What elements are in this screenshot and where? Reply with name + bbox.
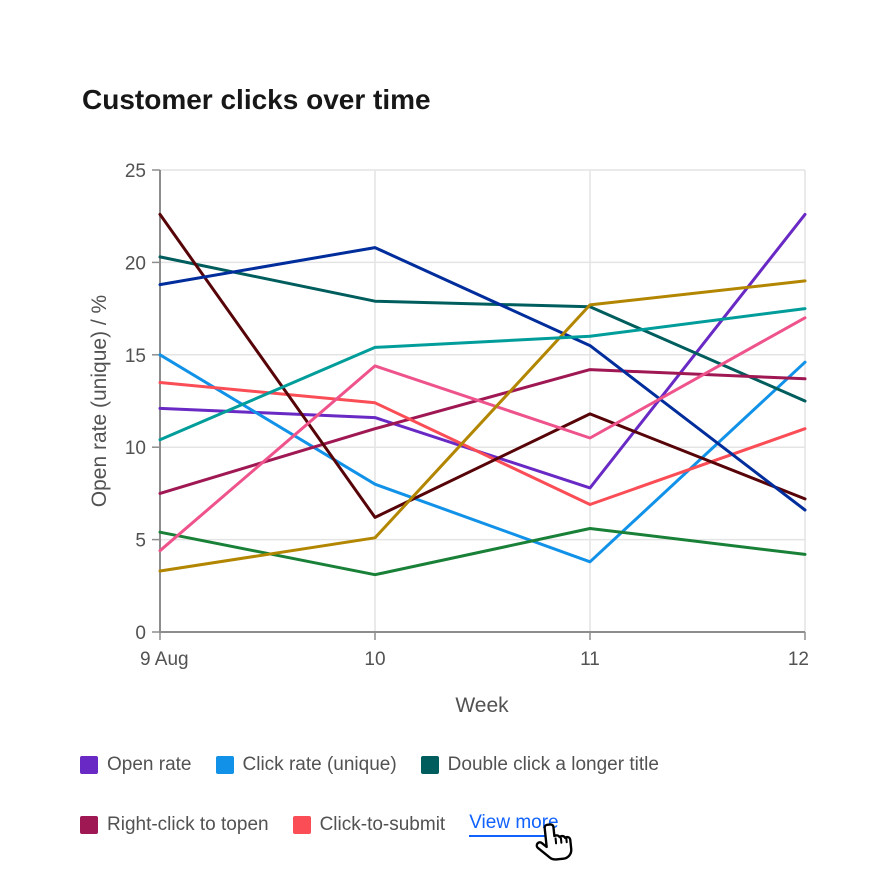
axes	[152, 169, 806, 640]
x-tick-label: 10	[364, 649, 385, 670]
series-line-double-click-a-longer-title[interactable]	[158, 255, 807, 403]
tick-labels: 0 5 10 15 20 25 9 Aug 10 11 12	[125, 161, 809, 670]
series-line-click-rate-unique-[interactable]	[158, 353, 807, 564]
series-line-right-click-to-topen[interactable]	[158, 368, 807, 495]
x-tick-label: 12	[788, 649, 809, 670]
legend-label: Open rate	[107, 754, 192, 775]
legend-item-double-click-longer-title[interactable]: Double click a longer title	[420, 754, 659, 776]
legend-label: Right-click to topen	[107, 813, 269, 835]
y-tick-label: 25	[125, 161, 146, 182]
view-more-label: View more	[469, 812, 559, 833]
legend-label: Double click a longer title	[447, 754, 659, 775]
y-axis-title: Open rate (unique) / %	[88, 295, 111, 507]
view-more-link[interactable]: View more	[469, 812, 573, 861]
chart-legend: Open rate Click rate (unique) Double cli…	[80, 754, 800, 861]
series-line-unlabeled-10[interactable]	[158, 307, 807, 442]
legend-swatch-click-to-submit	[292, 815, 311, 834]
x-tick-label: 11	[580, 649, 600, 670]
x-tick-label: 9 Aug	[140, 649, 189, 670]
y-tick-label: 5	[135, 531, 146, 552]
series-line-unlabeled-7[interactable]	[158, 246, 807, 512]
legend-item-click-to-submit[interactable]: Click-to-submit	[292, 813, 446, 836]
legend-item-open-rate[interactable]: Open rate	[80, 754, 192, 776]
legend-swatch-double-click-longer-title	[420, 756, 439, 774]
series-line-unlabeled-5[interactable]	[158, 212, 807, 519]
legend-label: Click-to-submit	[319, 813, 446, 835]
legend-item-click-rate-unique[interactable]: Click rate (unique)	[215, 754, 397, 776]
chart-title: Customer clicks over time	[82, 84, 431, 115]
legend-swatch-click-rate-unique	[215, 756, 234, 774]
series-lines	[158, 212, 807, 577]
y-tick-label: 0	[135, 623, 146, 644]
y-tick-label: 20	[125, 253, 146, 274]
legend-swatch-right-click-to-topen	[80, 815, 98, 834]
x-axis-title: Week	[455, 694, 509, 717]
series-line-unlabeled-8[interactable]	[158, 316, 807, 553]
legend-swatch-open-rate	[80, 756, 98, 774]
legend-item-right-click-to-topen[interactable]: Right-click to topen	[80, 814, 269, 836]
y-tick-label: 10	[125, 438, 146, 459]
legend-label: Click rate (unique)	[242, 754, 397, 775]
series-line-unlabeled-9[interactable]	[158, 279, 807, 573]
series-line-unlabeled-6[interactable]	[158, 527, 807, 577]
line-chart[interactable]: 0 5 10 15 20 25 9 Aug 10 11 12 Week Open rate (un…	[0, 150, 896, 750]
y-tick-label: 15	[125, 346, 146, 367]
